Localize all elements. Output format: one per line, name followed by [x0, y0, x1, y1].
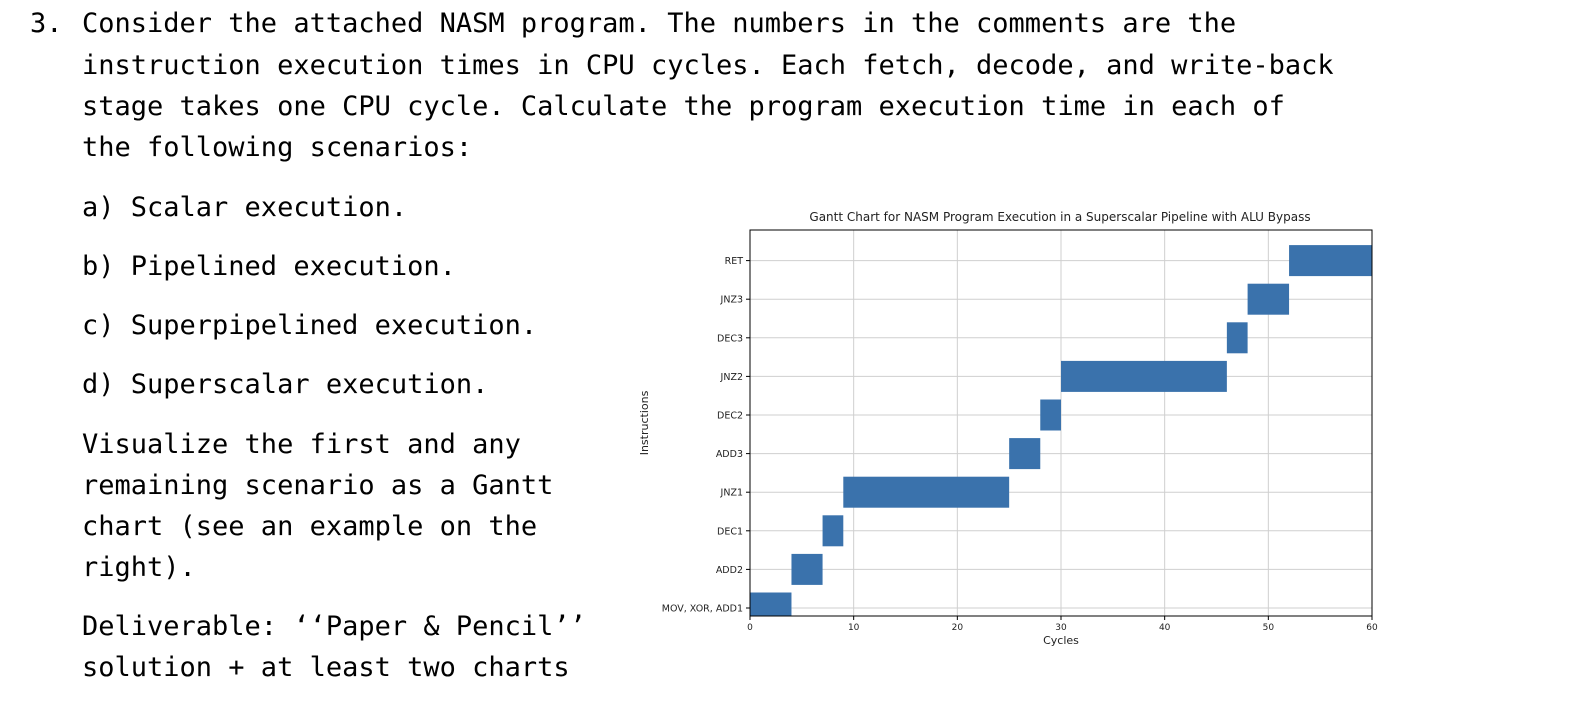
y-tick-label: DEC2	[717, 411, 743, 422]
scenario-item-b: b) Pipelined execution.	[82, 251, 456, 282]
y-tick-label: MOV, XOR, ADD1	[662, 604, 743, 615]
gantt-bar-jnz2	[1061, 360, 1227, 392]
x-axis-label: Cycles	[1043, 634, 1079, 647]
gantt-bar-jnz1	[843, 476, 1010, 508]
visualize-line-4: right).	[82, 552, 196, 583]
gantt-bar-mov-xor-add1	[750, 592, 792, 616]
scenario-item-d: d) Superscalar execution.	[82, 369, 489, 400]
y-axis-ticks: MOV, XOR, ADD1 ADD2 DEC1 JNZ1 ADD3 DEC2 JNZ2 DE…	[662, 256, 750, 615]
x-tick-label: 0	[747, 623, 753, 633]
gantt-bar-add2	[791, 553, 823, 585]
question-intro-line-1: Consider the attached NASM program. The …	[82, 8, 1237, 39]
x-tick-label: 40	[1159, 623, 1171, 633]
y-tick-label: DEC1	[717, 526, 743, 537]
gantt-bar-dec2	[1040, 399, 1061, 431]
x-tick-label: 30	[1055, 623, 1067, 633]
gantt-bar-dec1	[822, 515, 844, 547]
x-axis-ticks: 0 10 20 30 40 50 60	[747, 616, 1378, 633]
y-tick-label: DEC3	[717, 333, 743, 344]
x-tick-label: 50	[1263, 623, 1275, 633]
deliverable-line-1: Deliverable: ‘‘Paper & Pencil’’	[82, 611, 586, 642]
gantt-chart: Gantt Chart for NASM Program Execution i…	[638, 210, 1378, 647]
y-tick-label: JNZ1	[720, 488, 743, 499]
gantt-bar-dec3	[1226, 322, 1248, 354]
x-tick-label: 10	[848, 623, 860, 633]
question-intro-line-4: the following scenarios:	[82, 132, 473, 163]
y-tick-label: ADD2	[716, 565, 743, 576]
question-number: 3.	[30, 8, 63, 39]
x-tick-label: 60	[1366, 623, 1378, 633]
visualize-line-1: Visualize the first and any	[82, 429, 521, 460]
visualize-line-2: remaining scenario as a Gantt	[82, 470, 554, 501]
x-tick-label: 20	[952, 623, 964, 633]
gantt-bar-jnz3	[1247, 283, 1290, 315]
gantt-bar-add3	[1009, 438, 1041, 470]
y-tick-label: JNZ3	[720, 295, 743, 306]
y-tick-label: JNZ2	[720, 372, 743, 383]
deliverable-line-2: solution + at least two charts	[82, 652, 570, 683]
scenario-item-a: a) Scalar execution.	[82, 192, 408, 223]
chart-bars	[750, 245, 1372, 616]
chart-title: Gantt Chart for NASM Program Execution i…	[809, 210, 1310, 224]
y-axis-label: Instructions	[638, 390, 651, 455]
y-tick-label: RET	[725, 256, 744, 267]
visualize-line-3: chart (see an example on the	[82, 511, 538, 542]
gantt-bar-ret	[1289, 245, 1372, 277]
y-tick-label: ADD3	[716, 449, 743, 460]
question-intro-line-2: instruction execution times in CPU cycle…	[82, 50, 1334, 81]
scenario-item-c: c) Superpipelined execution.	[82, 310, 538, 341]
question-intro-line-3: stage takes one CPU cycle. Calculate the…	[82, 91, 1285, 122]
